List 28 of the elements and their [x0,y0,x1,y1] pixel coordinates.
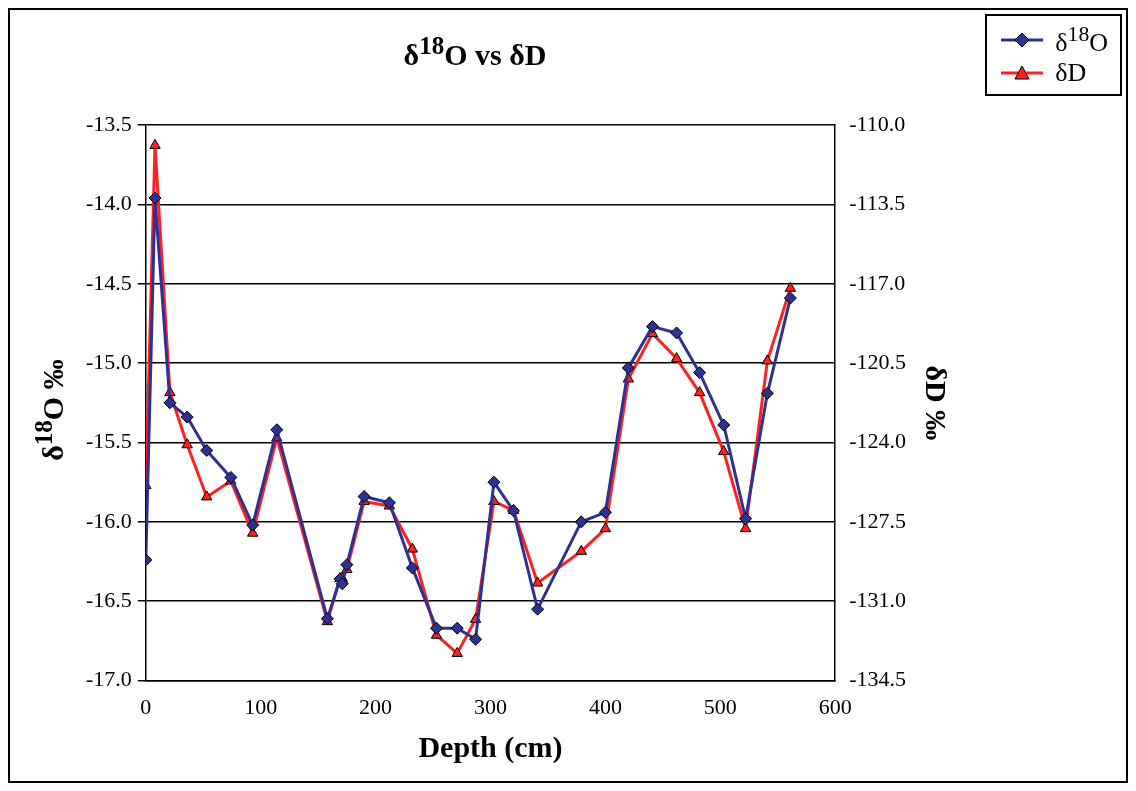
y-tick-label: -15.5 [86,428,132,454]
y2-tick-label: -110.0 [849,110,906,136]
y2-tick-label: -134.5 [849,666,906,692]
y2-tick-label: -120.5 [849,348,906,374]
x-tick-label: 500 [703,693,737,719]
y2-tick-label: -124.0 [849,428,906,454]
y-tick-label: -14.0 [86,190,132,216]
x-tick-label: 400 [588,693,622,719]
y-tick-label: -16.0 [86,507,132,533]
x-axis-title: Depth (cm) [418,729,563,764]
y-tick-label: -14.5 [86,269,132,295]
y2-tick-label: -127.5 [849,507,906,533]
x-tick-label: 300 [474,693,507,719]
x-tick-label: 0 [140,693,152,719]
y-tick-label: -16.5 [86,587,132,613]
x-tick-label: 100 [244,693,278,719]
legend-label: δ$^{18}$O [1055,22,1108,58]
y-tick-label: -13.5 [86,110,132,136]
legend-label: δD [1055,57,1087,88]
chart-title: δ$^{18}$O vs δD [402,32,548,72]
y-tick-label: -17.0 [86,666,132,692]
y-tick-label: -15.0 [86,348,132,374]
y2-axis-title: δD ‰ [920,365,954,441]
x-tick-label: 200 [359,693,393,719]
x-tick-label: 600 [818,693,852,719]
y2-tick-label: -113.5 [849,190,906,216]
y2-tick-label: -131.0 [849,587,906,613]
y2-tick-label: -117.0 [849,269,906,295]
